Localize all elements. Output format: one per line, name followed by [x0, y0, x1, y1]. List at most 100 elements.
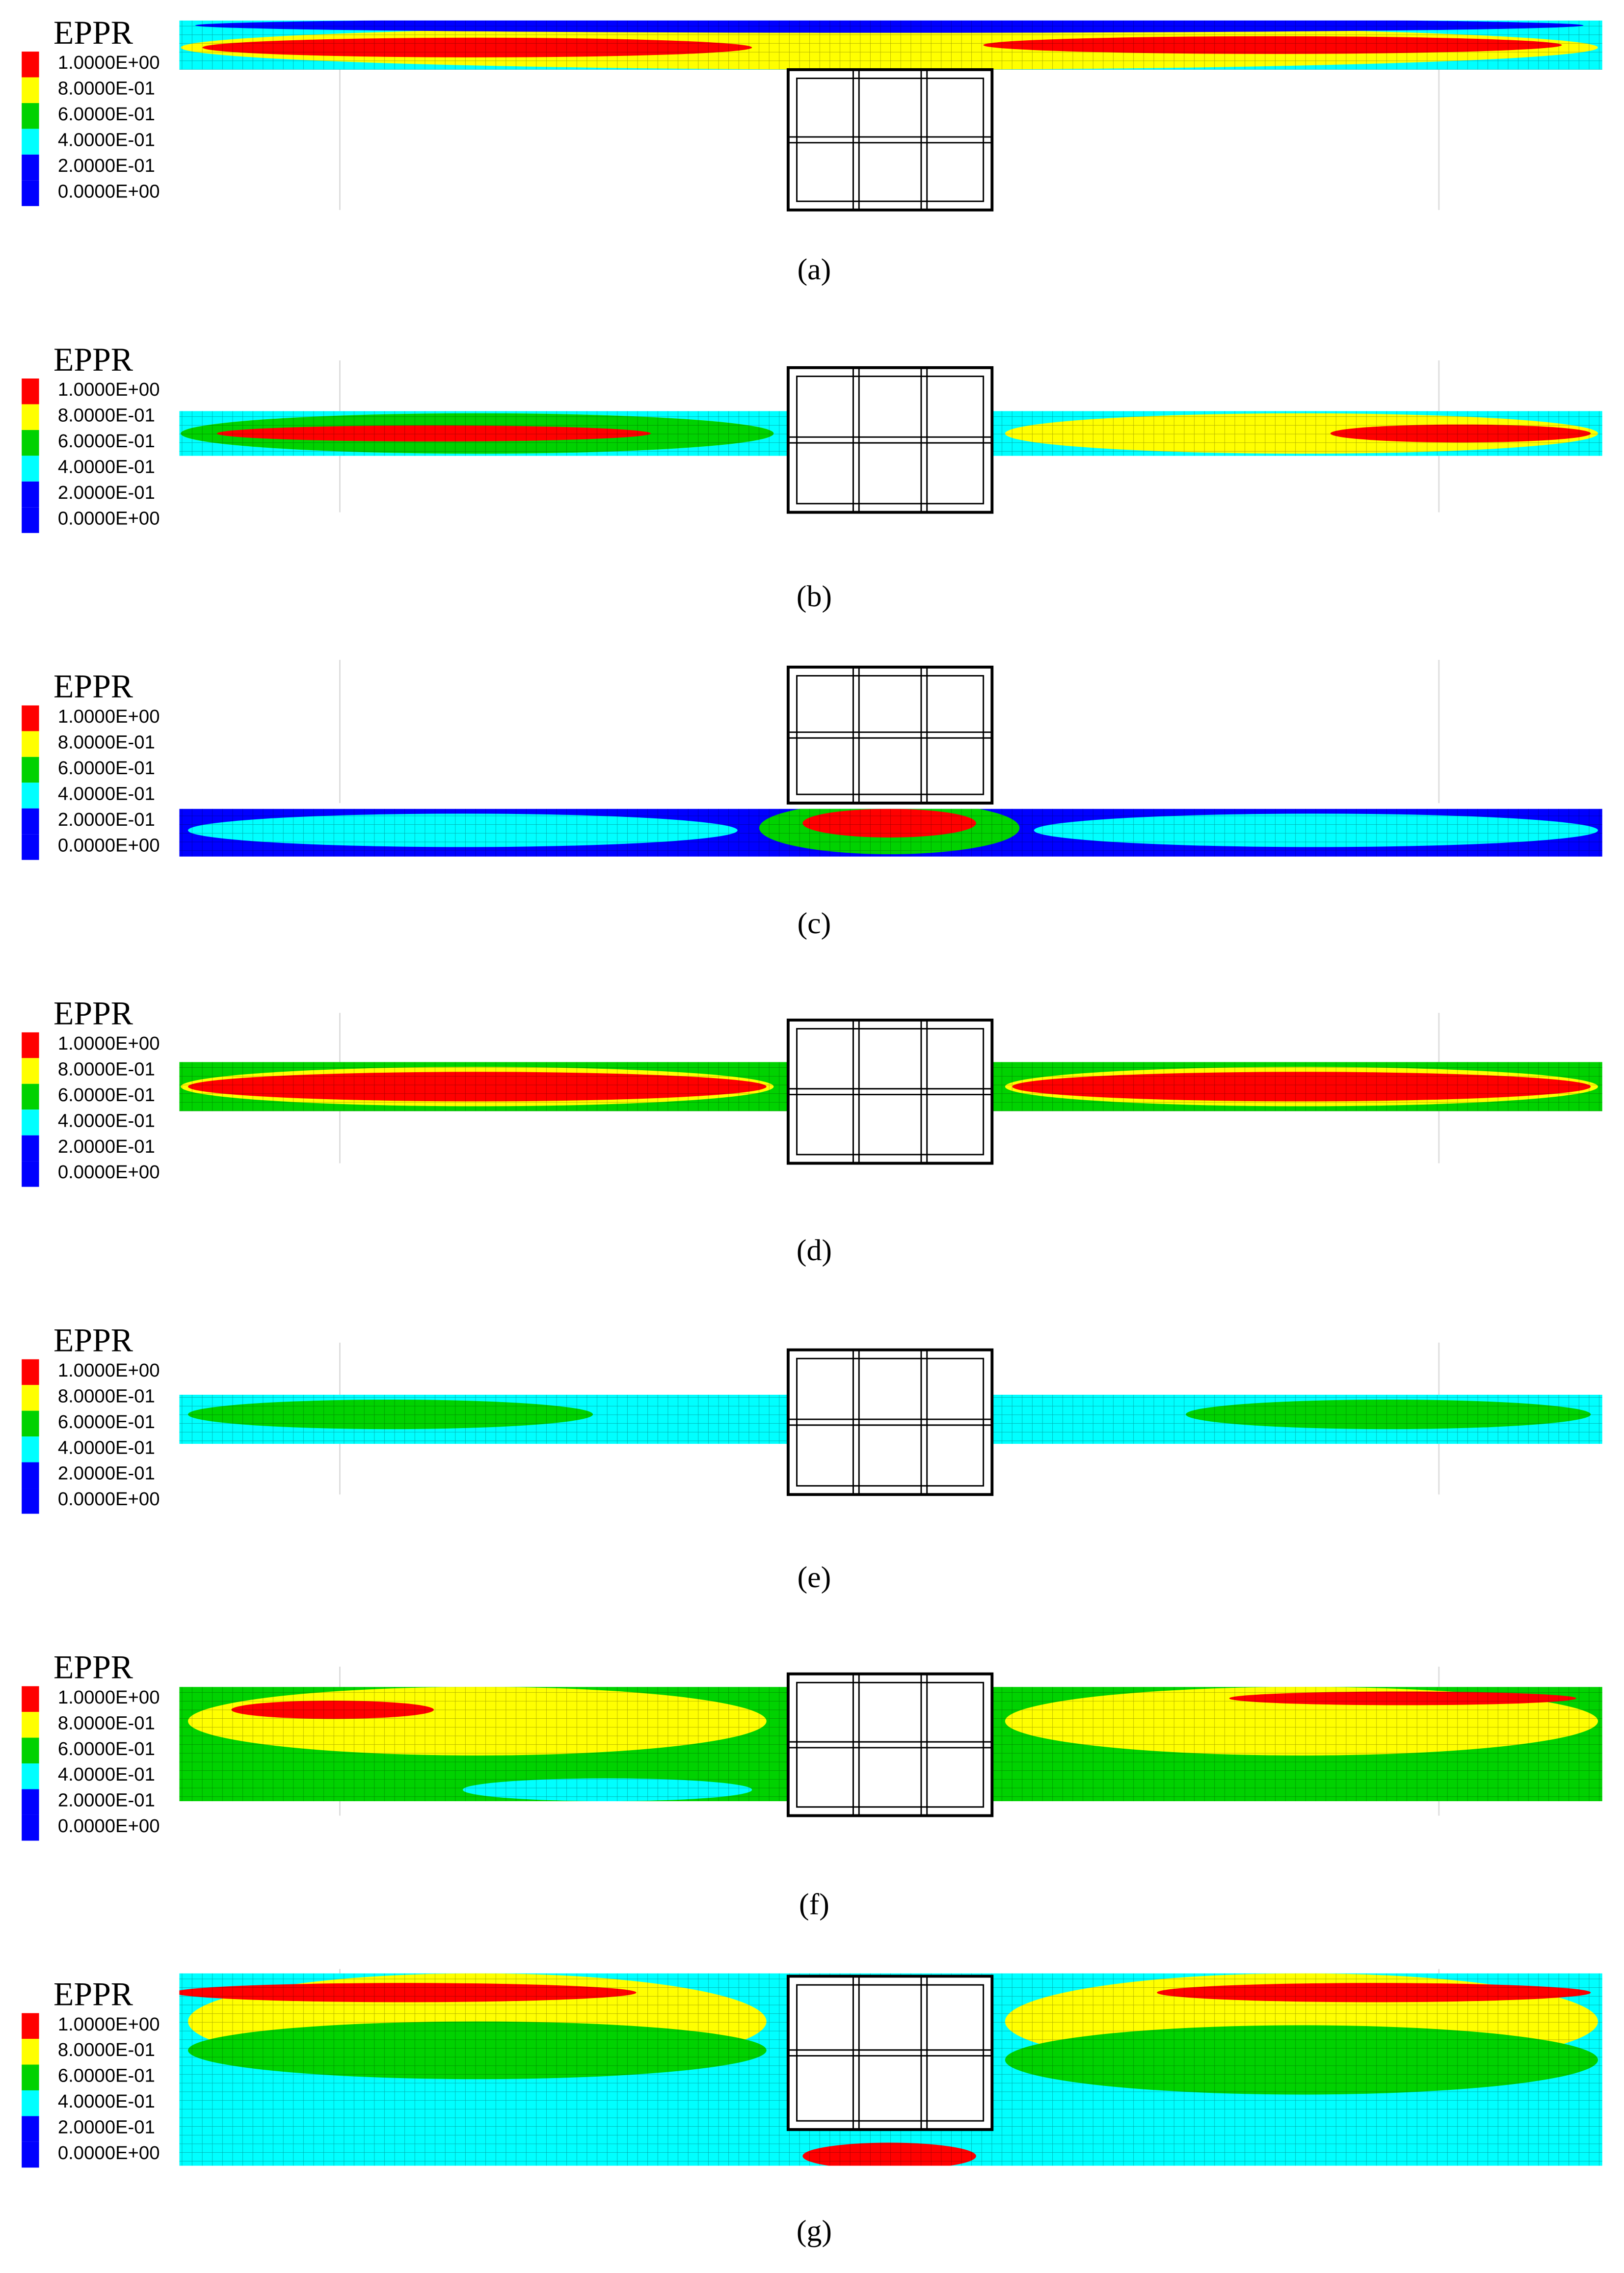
- legend-swatch: [22, 430, 39, 456]
- legend-label: 8.0000E-01: [58, 405, 155, 426]
- caption: (b): [797, 580, 832, 613]
- legend-swatch: [22, 1161, 39, 1187]
- legend-label: 0.0000E+00: [58, 835, 160, 856]
- legend-swatch: [22, 2141, 39, 2168]
- box-outer: [786, 1975, 994, 2131]
- box-outer: [786, 665, 994, 805]
- legend-label: 1.0000E+00: [58, 379, 160, 400]
- legend-label: 4.0000E-01: [58, 1437, 155, 1458]
- legend-label: 0.0000E+00: [58, 181, 160, 202]
- legend-label: 1.0000E+00: [58, 706, 160, 727]
- legend-label: 1.0000E+00: [58, 1687, 160, 1708]
- legend-swatch: [22, 2090, 39, 2116]
- caption: (e): [798, 1561, 831, 1594]
- legend-title: EPPR: [53, 1649, 133, 1685]
- legend-swatch: [22, 705, 39, 731]
- legend-label: 2.0000E-01: [58, 1790, 155, 1811]
- legend-swatch: [22, 52, 39, 78]
- legend-swatch: [22, 1462, 39, 1488]
- legend-label: 4.0000E-01: [58, 457, 155, 478]
- legend-label: 8.0000E-01: [58, 1385, 155, 1407]
- legend-title: EPPR: [53, 995, 133, 1032]
- legend-swatch: [22, 1488, 39, 1514]
- legend-label: 1.0000E+00: [58, 1033, 160, 1054]
- legend-label: 4.0000E-01: [58, 130, 155, 151]
- legend-label: 2.0000E-01: [58, 809, 155, 830]
- legend-label: 0.0000E+00: [58, 1488, 160, 1510]
- plate: [179, 809, 1602, 857]
- legend-swatch: [22, 757, 39, 783]
- box-outer: [786, 1348, 994, 1496]
- legend-swatch: [22, 1109, 39, 1136]
- legend-label: 6.0000E-01: [58, 1084, 155, 1106]
- legend-swatch: [22, 783, 39, 809]
- legend-label: 2.0000E-01: [58, 2117, 155, 2138]
- legend-swatch: [22, 77, 39, 103]
- plate: [179, 20, 1602, 70]
- box-inner: [796, 675, 985, 795]
- box-inner: [796, 1028, 985, 1156]
- legend-swatch: [22, 1359, 39, 1385]
- legend-label: 2.0000E-01: [58, 1463, 155, 1484]
- legend-swatch: [22, 507, 39, 533]
- legend-title: EPPR: [53, 1322, 133, 1359]
- legend-label: 0.0000E+00: [58, 1162, 160, 1183]
- box-outer: [786, 366, 994, 514]
- legend-swatch: [22, 1083, 39, 1110]
- legend-swatch: [22, 154, 39, 181]
- legend-swatch: [22, 456, 39, 482]
- legend-swatch: [22, 2039, 39, 2065]
- legend-title: EPPR: [53, 668, 133, 705]
- legend-swatch: [22, 1789, 39, 1815]
- legend-label: 8.0000E-01: [58, 78, 155, 99]
- legend-swatch: [22, 1737, 39, 1764]
- legend-label: 4.0000E-01: [58, 1110, 155, 1131]
- legend-label: 6.0000E-01: [58, 1411, 155, 1433]
- legend-label: 0.0000E+00: [58, 2142, 160, 2164]
- caption: (c): [798, 907, 831, 940]
- box-outer: [786, 1018, 994, 1165]
- legend-label: 2.0000E-01: [58, 482, 155, 503]
- legend-label: 6.0000E-01: [58, 104, 155, 125]
- legend-swatch: [22, 1058, 39, 1084]
- legend-title: EPPR: [53, 14, 133, 51]
- legend-label: 8.0000E-01: [58, 2039, 155, 2060]
- box-inner: [796, 1681, 985, 1808]
- legend-swatch: [22, 1763, 39, 1789]
- legend-label: 2.0000E-01: [58, 155, 155, 176]
- legend-swatch: [22, 180, 39, 206]
- legend-label: 1.0000E+00: [58, 52, 160, 73]
- box-inner: [796, 78, 985, 202]
- legend-swatch: [22, 808, 39, 835]
- legend-swatch: [22, 1385, 39, 1411]
- legend-swatch: [22, 1410, 39, 1437]
- legend-swatch: [22, 1032, 39, 1058]
- legend-swatch: [22, 378, 39, 405]
- mesh: [179, 809, 1602, 857]
- box-inner: [796, 1357, 985, 1487]
- legend-label: 4.0000E-01: [58, 783, 155, 804]
- legend-label: 4.0000E-01: [58, 1764, 155, 1785]
- caption: (f): [799, 1888, 829, 1921]
- caption: (d): [797, 1234, 832, 1267]
- legend-label: 6.0000E-01: [58, 1738, 155, 1759]
- legend-label: 0.0000E+00: [58, 1815, 160, 1837]
- mesh: [179, 20, 1602, 70]
- legend-swatch: [22, 1686, 39, 1712]
- legend-label: 6.0000E-01: [58, 758, 155, 779]
- legend-label: 8.0000E-01: [58, 1058, 155, 1080]
- legend-label: 6.0000E-01: [58, 431, 155, 452]
- legend-swatch: [22, 2064, 39, 2090]
- legend-swatch: [22, 2013, 39, 2039]
- legend-label: 8.0000E-01: [58, 732, 155, 753]
- legend-label: 0.0000E+00: [58, 508, 160, 529]
- legend-title: EPPR: [53, 1975, 133, 2012]
- legend-title: EPPR: [53, 341, 133, 378]
- caption: (g): [797, 2215, 832, 2248]
